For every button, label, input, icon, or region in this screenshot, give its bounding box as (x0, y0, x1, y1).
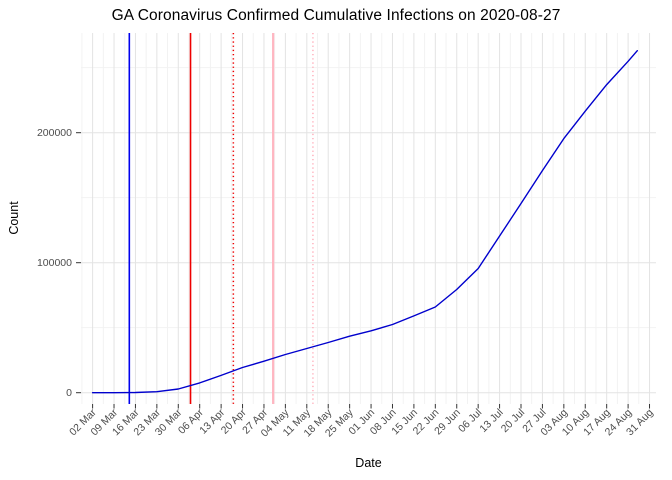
x-tick-label: 06 Jul (456, 407, 484, 435)
series-line (91, 50, 638, 394)
y-tick-label: 100000 (37, 257, 72, 269)
x-tick-label: 13 Jul (477, 407, 505, 435)
x-tick-label: 20 Jul (499, 407, 527, 435)
y-tick-label: 200000 (37, 127, 72, 139)
y-tick-label: 0 (66, 387, 72, 399)
chart-title: GA Coronavirus Confirmed Cumulative Infe… (111, 7, 561, 24)
x-axis-title: Date (355, 456, 382, 470)
